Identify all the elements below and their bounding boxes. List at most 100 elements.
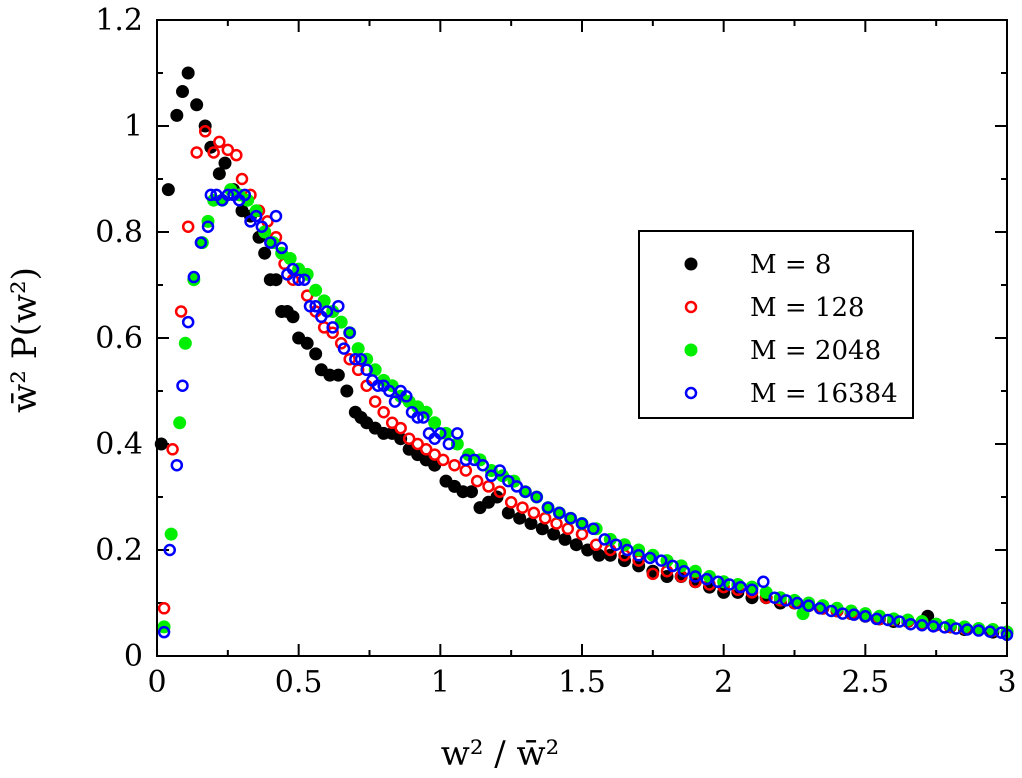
data-point bbox=[448, 458, 461, 472]
data-point bbox=[465, 485, 478, 499]
data-point bbox=[428, 416, 442, 430]
data-point bbox=[235, 172, 249, 186]
data-point bbox=[589, 538, 603, 551]
data-point bbox=[377, 405, 390, 419]
data-point bbox=[187, 273, 201, 287]
x-tick-label: 1.5 bbox=[558, 665, 606, 700]
data-point bbox=[230, 148, 243, 162]
data-point bbox=[569, 538, 583, 552]
x-tick-label: 0 bbox=[147, 665, 166, 700]
x-tick-label: 2.5 bbox=[841, 665, 889, 700]
data-point bbox=[961, 623, 974, 636]
data-point bbox=[745, 583, 759, 596]
x-tick-label: 1 bbox=[431, 665, 450, 700]
data-point bbox=[655, 554, 668, 567]
data-point bbox=[442, 437, 456, 451]
data-point bbox=[218, 156, 232, 170]
data-point bbox=[173, 416, 187, 430]
data-point bbox=[436, 453, 450, 467]
data-point bbox=[915, 619, 929, 632]
y-tick-label: 1 bbox=[124, 109, 143, 144]
data-point bbox=[354, 352, 368, 366]
data-point bbox=[317, 321, 331, 334]
data-point bbox=[927, 620, 940, 633]
data-point bbox=[181, 220, 195, 233]
data-point bbox=[589, 522, 603, 536]
data-point bbox=[264, 236, 277, 249]
plot-frame bbox=[156, 19, 1008, 657]
data-point bbox=[485, 469, 498, 483]
data-point bbox=[564, 511, 577, 525]
data-point bbox=[332, 299, 345, 313]
data-point bbox=[187, 270, 201, 284]
data-point bbox=[723, 578, 736, 591]
data-point bbox=[163, 543, 176, 557]
x-tick-label: 3 bbox=[997, 665, 1016, 700]
data-point bbox=[190, 98, 204, 112]
data-point bbox=[524, 517, 538, 530]
data-point bbox=[176, 379, 189, 392]
data-point bbox=[501, 506, 515, 520]
data-point bbox=[368, 395, 382, 408]
data-point bbox=[459, 453, 473, 467]
data-point bbox=[493, 464, 507, 477]
data-point bbox=[201, 220, 215, 233]
data-point bbox=[513, 511, 527, 525]
data-point bbox=[417, 411, 430, 424]
data-point bbox=[575, 517, 589, 530]
data-point bbox=[371, 379, 385, 392]
data-point bbox=[388, 395, 402, 408]
data-point bbox=[881, 613, 895, 627]
data-point bbox=[194, 236, 208, 249]
data-point bbox=[383, 384, 396, 398]
data-point bbox=[204, 188, 218, 202]
data-point bbox=[170, 108, 184, 122]
data-point bbox=[351, 342, 365, 356]
data-point bbox=[813, 602, 827, 615]
data-point bbox=[221, 143, 235, 157]
data-point bbox=[451, 427, 464, 440]
data-point bbox=[870, 612, 883, 626]
data-point bbox=[825, 604, 838, 618]
data-point bbox=[893, 615, 906, 628]
data-point bbox=[190, 146, 203, 159]
data-point bbox=[802, 596, 816, 610]
data-point bbox=[349, 352, 362, 366]
legend-label: M = 16384 bbox=[750, 379, 898, 409]
data-point bbox=[300, 336, 314, 350]
y-tick-label: 0.6 bbox=[95, 321, 143, 356]
data-point bbox=[646, 567, 660, 581]
data-point bbox=[915, 615, 929, 629]
data-point bbox=[283, 252, 297, 265]
data-point bbox=[198, 125, 212, 138]
data-point bbox=[830, 601, 844, 615]
series-4 bbox=[157, 188, 1014, 642]
data-point bbox=[643, 551, 657, 565]
data-point bbox=[677, 564, 691, 578]
data-point bbox=[331, 368, 345, 382]
data-point bbox=[527, 506, 541, 520]
data-point bbox=[286, 310, 300, 324]
data-point bbox=[343, 352, 356, 366]
data-point bbox=[411, 437, 424, 451]
y-tick-label: 0.2 bbox=[95, 533, 143, 568]
legend: M = 8 M = 128 M = 2048 M = 16384 bbox=[638, 230, 914, 419]
data-point bbox=[609, 538, 623, 551]
data-point bbox=[504, 496, 518, 509]
data-point bbox=[166, 443, 179, 456]
data-point bbox=[157, 602, 171, 615]
data-point bbox=[493, 485, 507, 498]
data-point bbox=[516, 501, 529, 514]
data-point bbox=[221, 188, 235, 202]
data-point bbox=[949, 622, 963, 635]
data-point bbox=[530, 490, 543, 504]
data-point bbox=[286, 262, 300, 276]
data-point bbox=[181, 315, 195, 329]
data-point bbox=[309, 283, 323, 297]
data-point bbox=[646, 564, 660, 578]
data-point bbox=[360, 363, 373, 377]
legend-marker bbox=[684, 300, 698, 314]
data-point bbox=[269, 209, 283, 223]
y-tick-label: 0 bbox=[124, 639, 143, 674]
